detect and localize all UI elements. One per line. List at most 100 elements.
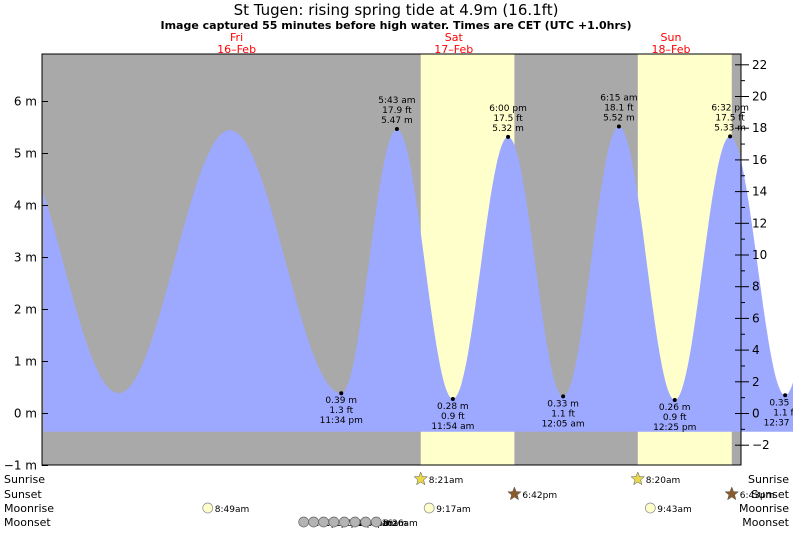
moonset-icon (318, 516, 329, 528)
right-tick-label: 2 (752, 375, 760, 389)
high-tide-label: 17.9 ft (382, 106, 412, 116)
left-tick-label: −1 m (4, 459, 37, 473)
low-tide-label: 0.39 m (325, 396, 357, 406)
moonset-icon (298, 516, 310, 528)
moonset-icon (360, 516, 372, 528)
high-tide-label: 5:43 am (378, 96, 415, 106)
left-tick-label: 2 m (14, 303, 37, 317)
sunset-row-label: Sunset (4, 488, 42, 501)
right-tick-label: 10 (752, 248, 767, 262)
right-tick-label: 6 (752, 311, 760, 325)
high-tide-label: 17.5 ft (715, 113, 745, 123)
high-tide-label: 18.1 ft (604, 103, 634, 113)
right-tick-label: 20 (752, 90, 767, 104)
high-tide-label: 5.32 m (492, 124, 524, 134)
sunrise-icon (630, 471, 646, 486)
low-tide-point (450, 396, 455, 401)
moonrise-row-label-right: Moonrise (739, 502, 789, 515)
low-tide-label: 1.1 ft (551, 409, 575, 419)
astronomy-rows: SunriseSunsetMoonriseMoonsetSunriseSunse… (4, 471, 790, 529)
moonrise-time: 9:17am (436, 505, 471, 515)
low-tide-label: 0.35 m (769, 398, 793, 408)
high-tide-label: 6:15 am (600, 93, 637, 103)
moonset-time: 2:16am (373, 519, 408, 529)
moonrise-icon (202, 502, 214, 514)
day-date: 17–Feb (434, 43, 473, 56)
moonrise-time: 8:49am (215, 505, 250, 515)
day-name: Sun (661, 31, 682, 44)
moonset-icon (338, 516, 350, 528)
axes: −1 m 0 m 1 m 2 m 3 m 4 m 5 m 6 m −2 0 2 4 6 8 10 12 14 16… (4, 53, 770, 473)
right-tick-label: −2 (752, 438, 770, 452)
sunset-time: 6:42pm (522, 491, 557, 501)
moonset-row-label-right: Moonset (742, 516, 789, 529)
right-tick-label: 16 (752, 153, 767, 167)
tide-curve (43, 126, 793, 432)
sunset-time: 6:43pm (740, 491, 775, 501)
day-name: Fri (230, 31, 243, 44)
water-area (43, 126, 793, 432)
low-tide-point (783, 393, 788, 398)
day-labels: Fri16–FebSat17–FebSun18–FebMon19–FebTue2… (217, 31, 690, 56)
low-tide-label: 11:54 am (431, 422, 474, 432)
low-tide-label: 12:05 am (542, 419, 585, 429)
high-tide-label: 5.33 m (714, 123, 746, 133)
low-tide-point (561, 394, 566, 399)
low-tide-label: 0.28 m (437, 402, 469, 412)
moonrise-icon (644, 502, 656, 514)
sunrise-time: 8:21am (429, 476, 464, 486)
plot-frame (41, 53, 742, 466)
left-tick-label: 1 m (14, 355, 37, 369)
sunrise-row-label: Sunrise (4, 473, 45, 486)
low-tide-point (672, 397, 677, 402)
chart-title: St Tugen: rising spring tide at 4.9m (16… (234, 1, 559, 19)
right-tick-label: 8 (752, 280, 760, 294)
left-tick-label: 6 m (14, 95, 37, 109)
high-tide-point (616, 124, 621, 129)
right-tick-label: 12 (752, 216, 767, 230)
moonrise-icon (423, 502, 435, 514)
sunrise-icon (413, 471, 429, 486)
right-tick-label: 4 (752, 343, 760, 357)
high-tide-point (506, 134, 511, 139)
moonset-time: 3:26am (383, 519, 418, 529)
low-tide-label: 0.9 ft (663, 413, 687, 423)
sunset-icon (507, 486, 522, 501)
left-tick-label: 5 m (14, 147, 37, 161)
sunset-row-label-right: Sunset (751, 488, 789, 501)
low-tide-label: 0.33 m (547, 399, 579, 409)
chart-subtitle: Image captured 55 minutes before high wa… (161, 19, 632, 32)
moonset-row-label: Moonset (4, 516, 51, 529)
sunrise-row-label-right: Sunrise (748, 473, 789, 486)
left-tick-label: 3 m (14, 251, 37, 265)
day-name: Sat (445, 31, 464, 44)
low-tide-label: 11:34 pm (320, 416, 363, 426)
moonrise-row-label: Moonrise (4, 502, 54, 515)
high-tide-point (728, 134, 733, 139)
day-date: 16–Feb (217, 43, 256, 56)
moonset-icon (308, 516, 320, 528)
moonset-icon (328, 516, 340, 528)
low-tide-label: 12:37 am (764, 418, 793, 428)
left-tick-label: 4 m (14, 199, 37, 213)
low-tide-label: 0.9 ft (441, 412, 465, 422)
high-tide-label: 6:00 pm (489, 104, 527, 114)
moonset-icon (370, 516, 382, 528)
day-date: 18–Feb (651, 43, 690, 56)
high-tide-point (394, 127, 399, 132)
high-tide-label: 5.47 m (381, 116, 413, 126)
high-tide-label: 5.52 m (603, 113, 635, 123)
right-tick-label: 22 (752, 58, 767, 72)
right-tick-label: 0 (752, 407, 760, 421)
right-tick-label: 14 (752, 185, 767, 199)
left-tick-label: 0 m (14, 407, 37, 421)
moonrise-time: 9:43am (657, 505, 692, 515)
low-tide-label: 12:25 pm (653, 423, 696, 433)
sunrise-time: 8:20am (646, 476, 681, 486)
low-tide-label: 0.26 m (659, 403, 691, 413)
low-tide-point (339, 391, 344, 396)
high-tide-label: 17.5 ft (493, 114, 523, 124)
low-tide-label: 1.3 ft (329, 406, 353, 416)
